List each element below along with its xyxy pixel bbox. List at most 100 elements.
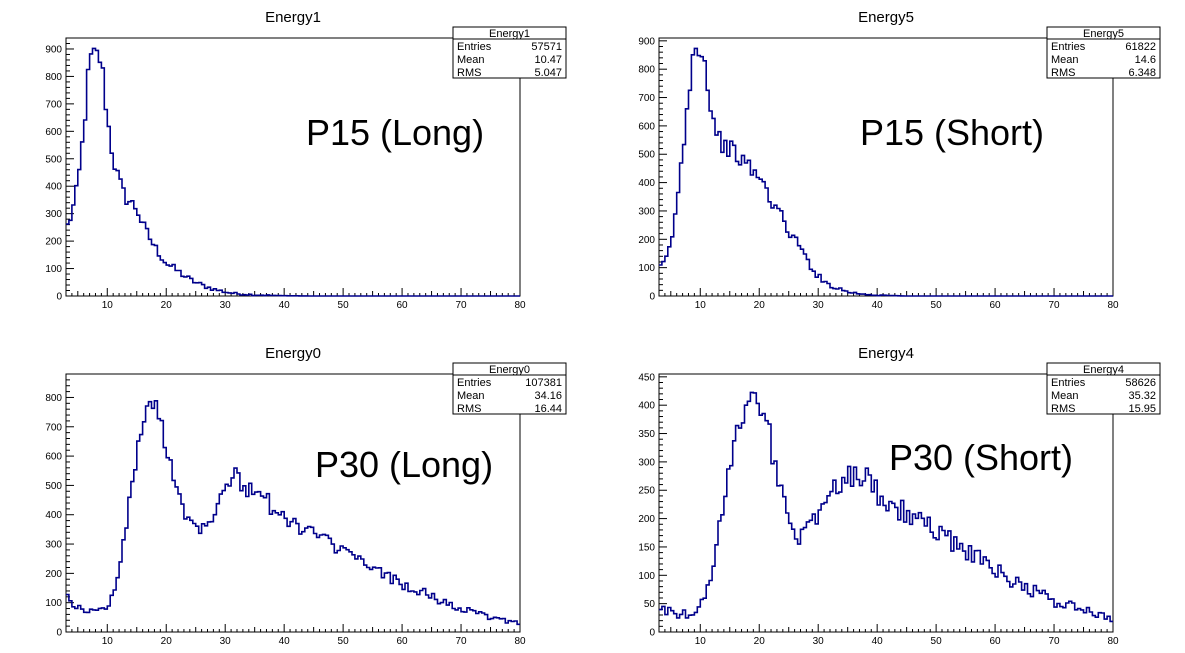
stats-label: Entries — [1051, 41, 1086, 53]
y-tick-label: 500 — [45, 481, 62, 492]
y-tick-label: 100 — [45, 264, 62, 275]
y-tick-label: 600 — [45, 452, 62, 463]
x-tick-label: 60 — [990, 636, 1002, 647]
x-tick-label: 50 — [338, 300, 350, 311]
y-tick-label: 300 — [45, 540, 62, 551]
stats-value: 57571 — [531, 41, 562, 53]
chart-title: Energy5 — [858, 9, 914, 26]
stats-value: 35.32 — [1128, 390, 1156, 402]
x-tick-label: 20 — [161, 636, 173, 647]
x-tick-label: 60 — [990, 300, 1002, 311]
stats-label: Entries — [457, 41, 492, 53]
stats-name: Energy0 — [489, 364, 530, 376]
chart-title: Energy1 — [265, 9, 321, 26]
stats-label: Mean — [1051, 390, 1079, 402]
stats-label: Mean — [457, 390, 485, 402]
y-tick-label: 300 — [638, 206, 655, 217]
stats-label: Mean — [1051, 54, 1079, 66]
panel-annotation: P30 (Long) — [315, 444, 493, 485]
y-tick-label: 900 — [638, 36, 655, 47]
stats-value: 34.16 — [534, 390, 562, 402]
y-tick-label: 400 — [45, 182, 62, 193]
y-tick-label: 250 — [638, 486, 655, 497]
x-tick-label: 70 — [455, 636, 467, 647]
x-tick-label: 10 — [102, 636, 114, 647]
stats-label: Entries — [1051, 377, 1086, 389]
stats-label: RMS — [1051, 67, 1075, 79]
y-tick-label: 400 — [638, 401, 655, 412]
x-tick-label: 50 — [338, 636, 350, 647]
y-tick-label: 450 — [638, 372, 655, 383]
stats-label: Entries — [457, 377, 492, 389]
x-tick-label: 50 — [931, 300, 943, 311]
x-tick-label: 80 — [514, 636, 526, 647]
chart-title: Energy4 — [858, 345, 914, 362]
y-tick-label: 350 — [638, 429, 655, 440]
x-tick-label: 30 — [813, 300, 825, 311]
stats-box — [452, 26, 567, 79]
histogram-line — [659, 47, 1113, 297]
y-tick-label: 0 — [56, 628, 62, 639]
y-tick-label: 800 — [45, 72, 62, 83]
stats-name: Energy5 — [1083, 28, 1124, 40]
y-tick-label: 200 — [638, 235, 655, 246]
stats-name: Energy1 — [489, 28, 530, 40]
plot-frame — [658, 37, 1114, 297]
x-tick-label: 70 — [455, 300, 467, 311]
x-tick-label: 40 — [872, 636, 884, 647]
plot-frame — [658, 373, 1114, 633]
stats-label: Mean — [457, 54, 485, 66]
x-tick-label: 20 — [754, 300, 766, 311]
plot-frame — [65, 373, 521, 633]
stats-value: 14.6 — [1135, 54, 1156, 66]
x-tick-label: 80 — [1107, 636, 1119, 647]
stats-value: 15.95 — [1128, 403, 1156, 415]
y-tick-label: 800 — [45, 393, 62, 404]
y-tick-label: 150 — [638, 542, 655, 553]
stats-label: RMS — [457, 67, 481, 79]
y-tick-label: 700 — [45, 422, 62, 433]
y-tick-label: 700 — [45, 99, 62, 110]
x-tick-label: 80 — [514, 300, 526, 311]
x-tick-label: 80 — [1107, 300, 1119, 311]
y-tick-label: 500 — [638, 150, 655, 161]
plot-frame — [65, 37, 521, 297]
x-tick-label: 40 — [279, 636, 291, 647]
y-tick-label: 800 — [638, 65, 655, 76]
stats-value: 16.44 — [534, 403, 562, 415]
y-tick-label: 100 — [638, 571, 655, 582]
y-tick-label: 600 — [638, 121, 655, 132]
y-tick-label: 200 — [45, 237, 62, 248]
y-tick-label: 100 — [638, 263, 655, 274]
x-tick-label: 10 — [695, 300, 707, 311]
y-tick-label: 400 — [638, 178, 655, 189]
y-tick-label: 700 — [638, 93, 655, 104]
histogram-line — [659, 391, 1113, 623]
y-tick-label: 0 — [649, 292, 655, 303]
x-tick-label: 70 — [1048, 636, 1060, 647]
x-tick-label: 60 — [397, 636, 409, 647]
panel-annotation: P30 (Short) — [889, 437, 1073, 478]
stats-value: 6.348 — [1128, 67, 1156, 79]
stats-label: RMS — [1051, 403, 1075, 415]
stats-value: 61822 — [1125, 41, 1156, 53]
x-tick-label: 30 — [220, 636, 232, 647]
stats-value: 58626 — [1125, 377, 1156, 389]
y-tick-label: 900 — [45, 44, 62, 55]
x-tick-label: 20 — [161, 300, 173, 311]
x-tick-label: 30 — [813, 636, 825, 647]
x-tick-label: 20 — [754, 636, 766, 647]
stats-name: Energy4 — [1083, 364, 1124, 376]
y-tick-label: 0 — [56, 292, 62, 303]
stats-value: 5.047 — [534, 67, 562, 79]
panel-annotation: P15 (Short) — [860, 112, 1044, 153]
y-tick-label: 50 — [644, 599, 656, 610]
stats-box — [452, 362, 567, 415]
histogram-line — [66, 47, 520, 297]
histogram-line — [66, 400, 520, 626]
stats-box — [1046, 362, 1161, 415]
